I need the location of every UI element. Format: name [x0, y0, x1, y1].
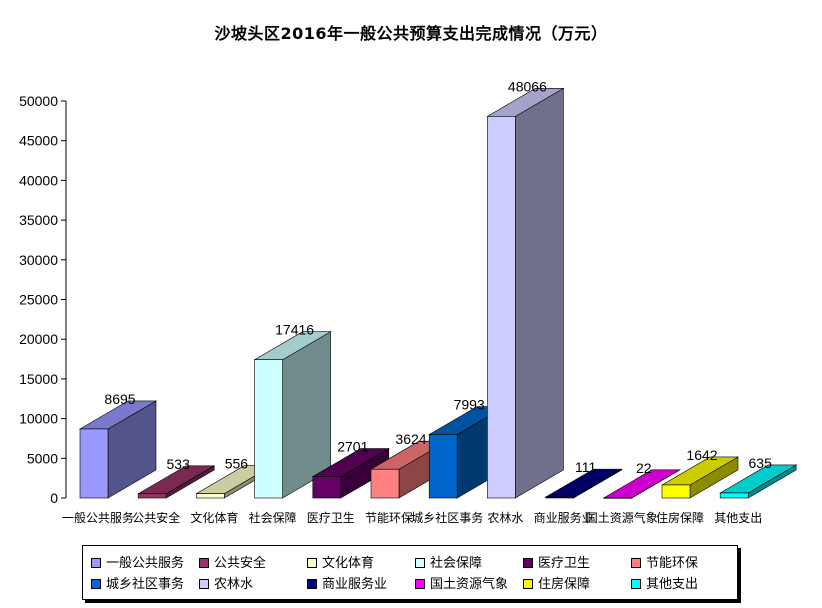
x-tick-label: 国土资源气象: [586, 510, 658, 525]
data-label: 533: [167, 456, 191, 472]
bar: [78, 400, 158, 499]
y-tick-label: 20000: [19, 331, 58, 347]
legend-swatch: [307, 557, 317, 568]
y-tick-label: 45000: [19, 133, 58, 149]
legend-item: 社会保障: [415, 552, 483, 571]
legend-swatch: [415, 557, 425, 568]
bar-front: [719, 492, 749, 499]
bar-front: [79, 428, 109, 499]
bar-front: [545, 496, 574, 499]
legend-swatch: [523, 578, 533, 589]
data-label: 1642: [686, 447, 717, 463]
y-tick-label: 0: [50, 490, 58, 506]
legend-swatch: [91, 578, 101, 589]
legend-swatch: [307, 578, 317, 589]
y-tick-label: 50000: [19, 93, 58, 109]
x-tick-label: 农林水: [487, 511, 523, 525]
legend-item: 公共安全: [199, 552, 267, 571]
x-tick-label: 文化体育: [190, 510, 238, 525]
y-tick-label: 5000: [27, 450, 58, 466]
data-label: 22: [636, 460, 652, 476]
bar: [486, 87, 565, 499]
y-tick-label: 15000: [19, 371, 58, 387]
legend-item: 城乡社区事务: [91, 573, 185, 592]
legend-item: 节能环保: [631, 552, 699, 571]
x-tick-label: 其他支出: [714, 511, 762, 525]
x-tick-label: 商业服务业: [534, 510, 594, 525]
data-label: 17416: [275, 322, 314, 338]
bar: [544, 468, 623, 499]
bar: [602, 469, 681, 499]
bar-front: [370, 468, 400, 499]
legend-label: 社会保障: [430, 556, 483, 571]
bar-front: [254, 359, 283, 499]
legend-item: 住房保障: [523, 573, 591, 592]
legend-label: 节能环保: [646, 556, 699, 571]
data-label: 8695: [104, 391, 135, 407]
legend-label: 国土资源气象: [430, 577, 509, 592]
legend-label: 公共安全: [214, 556, 267, 571]
x-tick-label: 医疗卫生: [307, 511, 355, 525]
bar: [660, 456, 740, 499]
legend-item: 农林水: [199, 573, 254, 592]
x-tick-label: 社会保障: [249, 510, 297, 525]
data-label: 2701: [337, 439, 368, 455]
data-label: 3624: [395, 431, 426, 447]
x-tick-label: 节能环保: [365, 511, 413, 525]
data-label: 48066: [508, 78, 547, 94]
data-label: 635: [749, 455, 773, 471]
data-label: 111: [575, 459, 596, 475]
bar-front: [487, 116, 516, 499]
legend-label: 商业服务业: [322, 577, 388, 592]
y-tick-label: 40000: [19, 172, 58, 188]
legend-label: 城乡社区事务: [106, 577, 185, 592]
bar-front: [312, 476, 342, 499]
y-tick-label: 10000: [19, 411, 58, 427]
legend-label: 住房保障: [538, 577, 591, 592]
y-tick-label: 30000: [19, 252, 58, 268]
bar-front: [196, 493, 225, 499]
bar: [719, 464, 798, 499]
legend: 一般公共服务 公共安全 文化体育 社会保障 医疗卫生 节能环保城乡社区事务 农林水 商业服务业…: [82, 545, 738, 600]
legend-swatch: [523, 557, 533, 568]
x-tick-label: 城乡社区事务: [411, 510, 483, 525]
x-tick-label: 公共安全: [132, 510, 180, 525]
legend-swatch: [415, 578, 425, 589]
legend-label: 一般公共服务: [106, 556, 185, 571]
bar-side: [515, 87, 564, 499]
legend-swatch: [91, 557, 101, 568]
bar-front: [137, 493, 167, 499]
legend-item: 国土资源气象: [415, 573, 509, 592]
bar-front: [603, 497, 633, 499]
legend-item: 医疗卫生: [523, 552, 591, 571]
legend-item: 文化体育: [307, 552, 375, 571]
x-tick-label: 住房保障: [656, 510, 704, 525]
bar: [311, 448, 390, 499]
x-tick-label: 一般公共服务: [62, 510, 134, 525]
bar-chart: 0 5000 10000 15000 20000 25000 30000 35000 40000…: [19, 78, 798, 525]
legend-swatch: [631, 578, 641, 589]
legend-swatch: [199, 578, 209, 589]
chart-title: 沙坡头区2016年一般公共预算支出完成情况（万元）: [214, 24, 608, 43]
legend-item: 商业服务业: [307, 573, 388, 592]
legend-label: 医疗卫生: [538, 556, 591, 571]
bar: [253, 331, 332, 499]
legend-label: 其他支出: [646, 577, 699, 592]
data-label: 7993: [454, 397, 485, 413]
legend-item: 一般公共服务: [91, 552, 185, 571]
y-tick-label: 25000: [19, 292, 58, 308]
data-label: 556: [225, 456, 249, 472]
bar-front: [428, 434, 458, 499]
legend-label: 农林水: [214, 577, 254, 592]
legend-item: 其他支出: [631, 573, 699, 592]
legend-label: 文化体育: [322, 556, 375, 571]
legend-swatch: [199, 557, 209, 568]
bar-front: [661, 484, 691, 499]
legend-swatch: [631, 557, 641, 568]
y-tick-label: 35000: [19, 212, 58, 228]
bar: [137, 465, 216, 499]
